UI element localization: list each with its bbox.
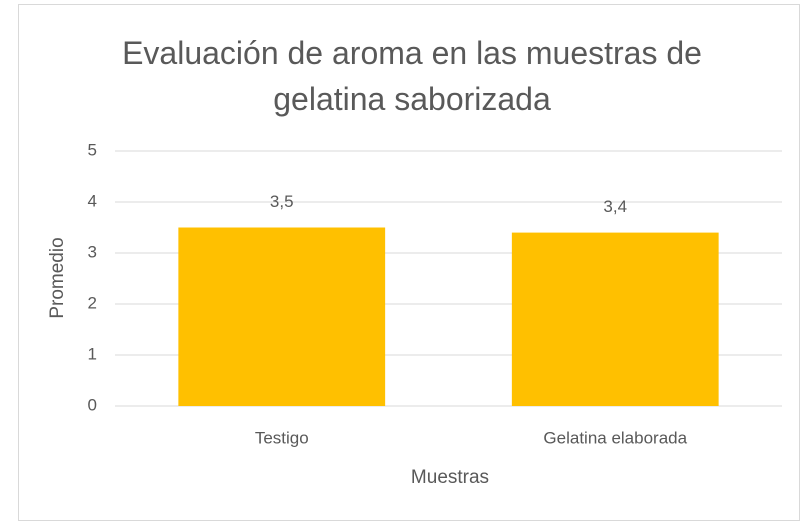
y-axis-label: Promedio — [47, 237, 68, 318]
x-axis-label: Muestras — [411, 467, 489, 488]
y-tick-label: 4 — [88, 191, 97, 210]
y-tick-label: 0 — [88, 395, 97, 414]
bar — [178, 227, 386, 406]
x-tick-label: Testigo — [255, 428, 309, 447]
y-tick-label: 3 — [88, 242, 97, 261]
y-tick-label: 1 — [88, 344, 97, 363]
y-tick-label: 5 — [88, 140, 97, 159]
value-label: 3,5 — [270, 192, 294, 211]
chart-frame — [18, 4, 800, 521]
chart-title: Evaluación de aroma en las muestras de g… — [122, 35, 702, 117]
y-tick-label: 2 — [88, 293, 97, 312]
value-label: 3,4 — [603, 197, 627, 216]
bar — [511, 232, 719, 406]
x-tick-label: Gelatina elaborada — [543, 428, 687, 447]
